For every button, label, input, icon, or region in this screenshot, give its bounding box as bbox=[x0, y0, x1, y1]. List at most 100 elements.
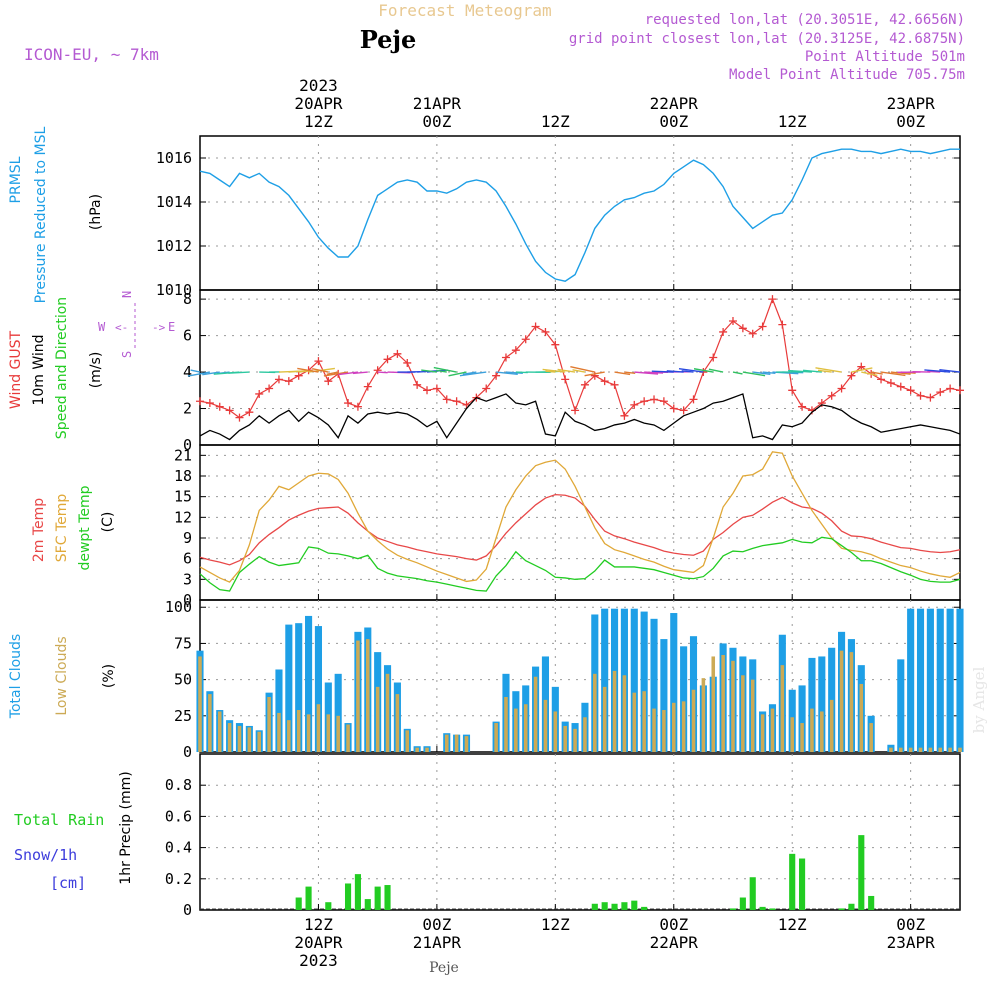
gust-marker bbox=[847, 371, 856, 380]
gust-marker bbox=[758, 322, 767, 331]
gust-marker bbox=[728, 317, 737, 325]
bar-rain bbox=[641, 906, 648, 910]
bar-rain bbox=[305, 886, 312, 910]
tick-label-y: 1012 bbox=[156, 237, 192, 255]
requested-coords: requested lon,lat (20.3051E, 42.6656N) bbox=[645, 12, 965, 28]
ylabel-low-clouds: Low Clouds bbox=[54, 636, 70, 715]
time-label-bottom: 2023 bbox=[299, 951, 338, 970]
wind-arrow bbox=[459, 371, 487, 377]
gust-marker bbox=[886, 379, 895, 387]
wind-arrow bbox=[802, 369, 822, 373]
gust-marker bbox=[857, 362, 866, 371]
wind-arrow bbox=[202, 371, 220, 376]
bar-low-clouds bbox=[504, 696, 508, 752]
bar-low-clouds bbox=[602, 686, 607, 752]
bar-low-clouds bbox=[711, 656, 716, 752]
gust-marker bbox=[946, 384, 955, 393]
wind-arrow bbox=[505, 371, 523, 374]
gust-marker bbox=[255, 389, 264, 398]
gust-marker bbox=[630, 400, 639, 409]
bar-total-clouds bbox=[275, 669, 283, 752]
bar-low-clouds bbox=[287, 720, 291, 752]
bar-low-clouds bbox=[721, 655, 725, 752]
tick-label-y: 15 bbox=[174, 488, 192, 506]
gust-marker bbox=[916, 391, 925, 400]
gust-marker bbox=[235, 413, 244, 422]
bar-rain bbox=[374, 886, 381, 910]
bar-low-clouds bbox=[267, 696, 271, 752]
bar-low-clouds bbox=[316, 704, 321, 752]
time-label-bottom: 20APR bbox=[294, 933, 343, 952]
bar-low-clouds bbox=[731, 660, 735, 752]
wind-arrow bbox=[614, 371, 631, 376]
ylabel-2m-temp: 2m Temp bbox=[31, 498, 47, 562]
bar-low-clouds bbox=[829, 699, 834, 752]
gust-marker bbox=[196, 397, 204, 406]
tick-label-y: 21 bbox=[174, 446, 192, 464]
bar-low-clouds bbox=[652, 708, 656, 752]
gust-marker bbox=[768, 295, 777, 304]
bar-low-clouds bbox=[208, 694, 212, 752]
bar-low-clouds bbox=[563, 725, 567, 752]
bar-low-clouds bbox=[356, 640, 360, 752]
bar-low-clouds bbox=[366, 639, 370, 752]
bar-low-clouds bbox=[514, 708, 518, 752]
time-label-bottom: 00Z bbox=[659, 915, 688, 934]
gust-marker bbox=[561, 375, 570, 384]
bar-total-clouds bbox=[670, 613, 678, 752]
model-altitude: Model Point Altitude 705.75m bbox=[729, 67, 965, 83]
bar-low-clouds bbox=[691, 689, 696, 752]
tick-label-y: 18 bbox=[174, 467, 192, 485]
wind-arrow bbox=[939, 368, 961, 373]
bar-rain bbox=[799, 858, 806, 910]
gust-marker bbox=[788, 386, 797, 395]
gust-marker bbox=[817, 399, 826, 408]
bar-rain bbox=[384, 885, 391, 910]
legend-snow: Snow/1h bbox=[14, 846, 77, 864]
bar-rain bbox=[729, 908, 737, 910]
header: Forecast Meteogram Peje ICON-EU, ~ 7km r… bbox=[24, 1, 965, 83]
ylabel-10m-wind: 10m Wind bbox=[31, 334, 47, 405]
gust-marker bbox=[284, 377, 293, 386]
ylabel-total-clouds: Total Clouds bbox=[8, 634, 24, 719]
bar-low-clouds bbox=[523, 704, 528, 752]
gust-marker bbox=[363, 382, 372, 391]
bar-low-clouds bbox=[918, 747, 923, 752]
bar-low-clouds bbox=[198, 656, 202, 752]
tick-label-y: 1010 bbox=[156, 281, 192, 299]
wind-arrow bbox=[708, 368, 724, 373]
gust-marker bbox=[620, 411, 629, 420]
gust-marker bbox=[551, 340, 560, 349]
panel-frame bbox=[199, 444, 961, 601]
wind-arrow bbox=[861, 371, 878, 377]
bar-total-clouds bbox=[926, 608, 934, 752]
bar-rain bbox=[838, 908, 845, 910]
gust-marker bbox=[659, 397, 668, 406]
bar-low-clouds bbox=[849, 652, 854, 752]
ylabel-ms: (m/s) bbox=[88, 352, 104, 389]
bar-rain bbox=[858, 835, 865, 910]
compass-e: E bbox=[168, 320, 175, 334]
bar-total-clouds bbox=[680, 646, 688, 752]
wind-arrow bbox=[496, 371, 518, 376]
bar-rain bbox=[354, 874, 361, 910]
tick-label-y: 9 bbox=[183, 529, 192, 547]
bar-low-clouds bbox=[385, 673, 390, 752]
bar-rain bbox=[591, 903, 598, 910]
bar-low-clouds bbox=[770, 708, 775, 752]
time-label-bottom: 23APR bbox=[887, 933, 936, 952]
wind-arrow bbox=[762, 371, 776, 374]
ylabel-precip: 1hr Precip (mm) bbox=[118, 771, 134, 884]
gust-marker bbox=[689, 395, 698, 404]
wind-arrow bbox=[644, 371, 664, 374]
wind-arrow bbox=[584, 371, 605, 377]
wind-arrow bbox=[448, 371, 467, 377]
gust-marker bbox=[738, 324, 747, 333]
gust-marker bbox=[423, 386, 432, 395]
panel-frame bbox=[199, 135, 961, 291]
bar-total-clouds bbox=[285, 624, 293, 752]
bar-low-clouds bbox=[237, 725, 242, 752]
tick-label-y: 0 bbox=[183, 901, 192, 919]
time-label-top: 12Z bbox=[304, 112, 333, 131]
gust-marker bbox=[215, 402, 224, 411]
